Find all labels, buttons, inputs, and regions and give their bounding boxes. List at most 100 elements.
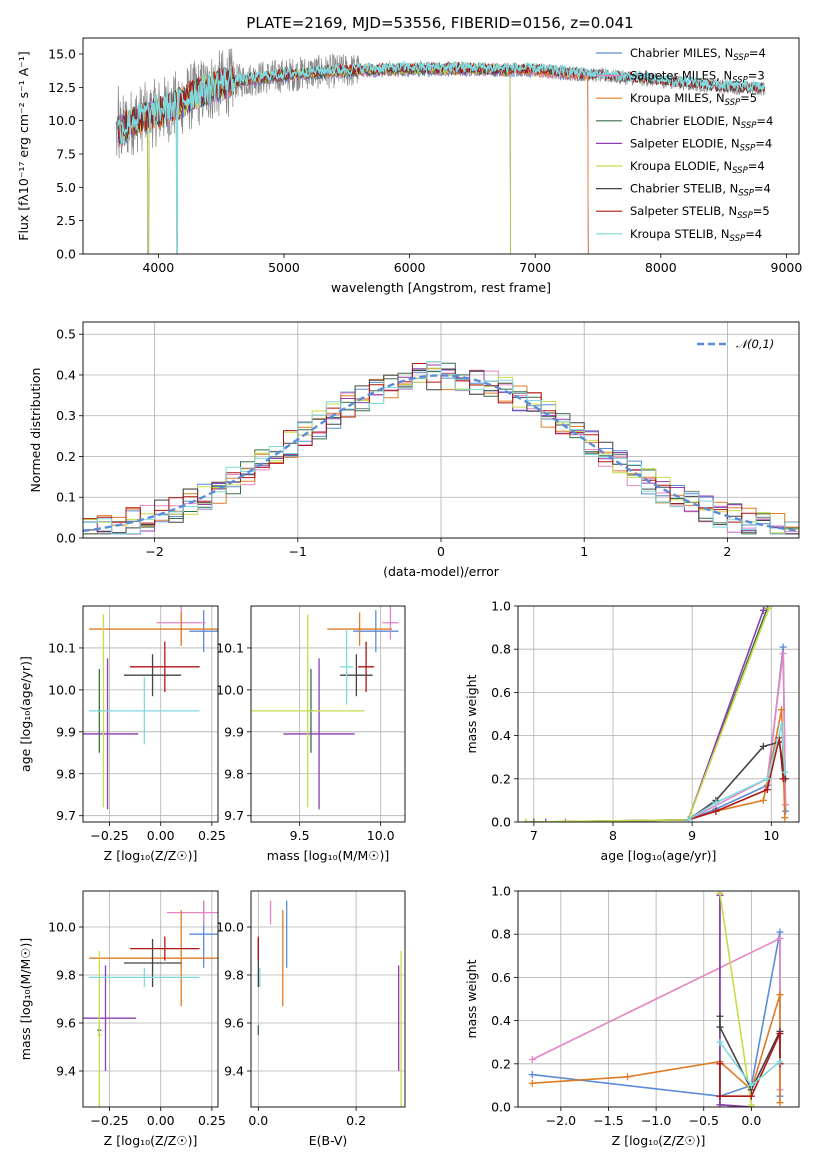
plot-area (522, 606, 790, 822)
x-tick-label: 9.5 (290, 828, 310, 843)
series-marker (716, 1038, 724, 1046)
series-marker (716, 1023, 724, 1031)
errorbar-point-salpeter-elodie (83, 658, 139, 810)
errorbar-point-salpeter-stelib (357, 641, 375, 692)
y-tick-label: 10.0 (48, 682, 76, 697)
series-marker (763, 786, 771, 794)
series-line (687, 653, 787, 821)
series-marker (763, 775, 771, 783)
y-tick-label: 0.6 (491, 970, 511, 985)
series-kroupa-stelib (684, 721, 789, 822)
series-marker (522, 818, 530, 822)
legend-entry: Chabrier STELIB, NSSP=4 (630, 182, 771, 199)
series-marker (781, 814, 789, 822)
series-marker (712, 799, 720, 807)
series-salpeter-stelib (684, 734, 787, 822)
x-tick-label: −2.0 (546, 1113, 576, 1128)
plot-area (251, 606, 399, 810)
plot-area (115, 48, 766, 254)
errorbar-point-kroupa-miles (89, 910, 218, 1007)
errorbar-point-kroupa-elodie (97, 951, 102, 1107)
errorbar-point-kroupa-miles (89, 612, 218, 646)
y-tick-label: 9.9 (224, 724, 244, 739)
series-marker (716, 891, 724, 897)
errorbar-point-salpeter-stelib (130, 641, 200, 692)
x-tick-label: −1 (289, 544, 307, 559)
series-marker (528, 1055, 536, 1063)
series-salpeter-elodie (542, 606, 767, 822)
y-tick-label: 0.1 (56, 490, 76, 505)
panel-spectrum: 4000 5000 6000 7000 8000 9000 0.0 2.5 5.0 7.5 10.0… (16, 37, 803, 295)
series-marker (528, 1079, 536, 1087)
series-marker (759, 606, 767, 614)
panel-mass_vs_ebv: 0.0 0.2 9.4 9.6 9.8 10.0 E(B-V) (216, 890, 406, 1148)
series-marker (776, 935, 784, 943)
y-tick-label: 9.8 (224, 766, 244, 781)
x-tick-label: 9000 (771, 260, 803, 275)
legend-entry: Kroupa ELODIE, NSSP=4 (630, 159, 765, 176)
series-marker (716, 1092, 724, 1100)
x-tick-label: 10 (763, 828, 779, 843)
errorbar-point-kroupa-stelib (340, 629, 354, 705)
series-marker (776, 1058, 784, 1066)
x-tick-label: 7000 (519, 260, 551, 275)
y-tick-label: 9.6 (224, 1016, 244, 1031)
y-tick-label: 0.4 (491, 1013, 511, 1028)
series-salpeter-miles (684, 650, 790, 822)
series-marker (684, 816, 692, 822)
panel-mass_weight_vs_Z: −2.0 −1.5 −1.0 −0.5 0.0 0.0 0.2 0.4 0.6 0.8 1.0 Z [… (464, 884, 800, 1148)
x-axis-label: Z [log₁₀(Z/Z☉)] (104, 848, 198, 863)
y-tick-label: 0.0 (491, 815, 511, 830)
series-kroupa-elodie (716, 891, 755, 1107)
errorbar-point-salpeter-elodie (83, 965, 137, 1071)
errorbar-point-salpeter-stelib (130, 936, 200, 961)
x-axis-label: E(B-V) (309, 1133, 348, 1148)
series-line (533, 607, 769, 822)
series-marker (716, 1101, 724, 1107)
axes-frame (250, 890, 406, 1108)
axes-frame (517, 890, 800, 1108)
y-tick-label: 0.2 (56, 449, 76, 464)
y-axis-label: mass [log₁₀(M/M☉)] (18, 938, 33, 1060)
errorbar-point-salpeter-elodie (283, 658, 355, 810)
series-chabrier-stelib (716, 1012, 784, 1094)
figure-title: PLATE=2169, MJD=53556, FIBERID=0156, z=0… (246, 14, 633, 32)
y-tick-label: 5.0 (56, 180, 76, 195)
x-tick-label: 0 (437, 544, 445, 559)
y-tick-label: 0.0 (491, 1100, 511, 1115)
errorbar-point-salpeter-miles (166, 900, 218, 925)
x-tick-label: 0.2 (346, 1113, 366, 1128)
y-tick-label: 0.2 (491, 771, 511, 786)
series-marker (759, 742, 767, 750)
panel-mass_vs_Z: −0.25 0.00 0.25 9.4 9.6 9.8 10.0 Z [log₁₀(Z/Z☉)… (18, 890, 226, 1148)
residual-histogram-kroupa-stelib (83, 361, 799, 535)
x-tick-label: 0.0 (741, 1113, 761, 1128)
x-tick-label: 0.25 (198, 828, 226, 843)
residual-histogram-salpeter-elodie (83, 364, 799, 535)
y-tick-label: 10.0 (216, 920, 244, 935)
series-line (687, 724, 786, 821)
spectrum-model-kroupa-stelib (117, 59, 766, 254)
axes-frame (82, 321, 800, 539)
x-axis-label: wavelength [Angstrom, rest frame] (331, 280, 551, 295)
series-marker (747, 1081, 755, 1089)
x-tick-label: 0.00 (147, 828, 175, 843)
y-tick-label: 10.0 (216, 682, 244, 697)
series-marker (776, 928, 784, 936)
x-tick-label: −1.0 (641, 1113, 671, 1128)
y-tick-label: 0.4 (56, 367, 76, 382)
errorbar-point-salpeter-miles (382, 606, 399, 640)
errorbar-point-kroupa-elodie (251, 614, 365, 808)
series-marker (778, 721, 786, 729)
series-marker (712, 807, 720, 815)
y-tick-label: 9.4 (224, 1064, 244, 1079)
y-tick-label: 9.7 (224, 808, 244, 823)
y-tick-label: 1.0 (491, 599, 511, 614)
series-marker (530, 818, 538, 822)
series-line (525, 607, 770, 822)
x-axis-label: age [log₁₀(age/yr)] (601, 848, 717, 863)
x-tick-label: 8000 (645, 260, 677, 275)
series-marker (781, 768, 789, 776)
series-marker (779, 643, 787, 651)
x-tick-label: 1 (580, 544, 588, 559)
